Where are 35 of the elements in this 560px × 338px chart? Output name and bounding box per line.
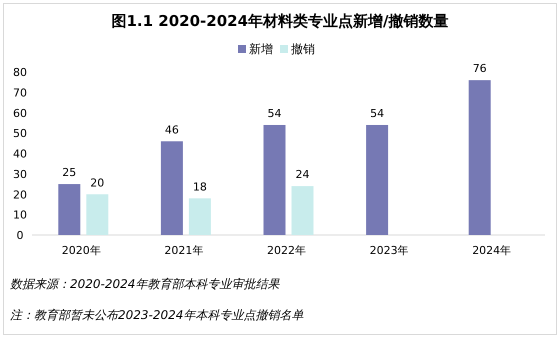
bar bbox=[292, 186, 314, 235]
bar bbox=[468, 80, 491, 235]
data-label: 18 bbox=[192, 180, 207, 194]
legend-label: 撤销 bbox=[291, 42, 315, 56]
text: 注：教育部暂未公布2023-2024年本科专业点撤销名单 bbox=[10, 308, 304, 322]
bar bbox=[188, 198, 211, 235]
x-tick-label: 2023年 bbox=[370, 244, 409, 257]
legend-label: 新增 bbox=[249, 42, 273, 56]
y-tick-label: 80 bbox=[13, 66, 27, 79]
y-tick-label: 60 bbox=[13, 106, 27, 120]
source-note: 数据来源：2020-2024年教育部本科专业审批结果 bbox=[10, 277, 280, 291]
bar bbox=[264, 124, 286, 235]
data-label: 24 bbox=[296, 168, 310, 182]
data-label: 25 bbox=[62, 166, 76, 180]
data-label: 46 bbox=[164, 123, 179, 136]
data-label: 54 bbox=[268, 106, 282, 120]
bar bbox=[86, 194, 108, 235]
y-tick-label: 10 bbox=[13, 208, 27, 222]
y-tick-label: 30 bbox=[13, 168, 27, 181]
y-tick-label: 40 bbox=[13, 148, 27, 160]
bar bbox=[366, 124, 388, 235]
y-tick-label: 0 bbox=[16, 229, 24, 242]
title: 图1.1 2020-2024年材料类专业点新增/撤销数量 bbox=[112, 12, 448, 30]
y-tick-label: 70 bbox=[13, 86, 27, 100]
bar bbox=[58, 184, 80, 235]
x-tick-label: 2024年 bbox=[472, 244, 512, 257]
y-tick-label: 50 bbox=[13, 127, 27, 140]
x-tick-label: 2020年 bbox=[62, 244, 101, 257]
data-label: 54 bbox=[370, 106, 384, 120]
y-tick-label: 20 bbox=[13, 188, 27, 202]
x-tick-label: 2021年 bbox=[164, 244, 204, 257]
data-label: 20 bbox=[90, 176, 104, 190]
bar bbox=[160, 141, 183, 235]
data-label: 76 bbox=[472, 62, 487, 76]
x-tick-label: 2022年 bbox=[267, 244, 306, 257]
